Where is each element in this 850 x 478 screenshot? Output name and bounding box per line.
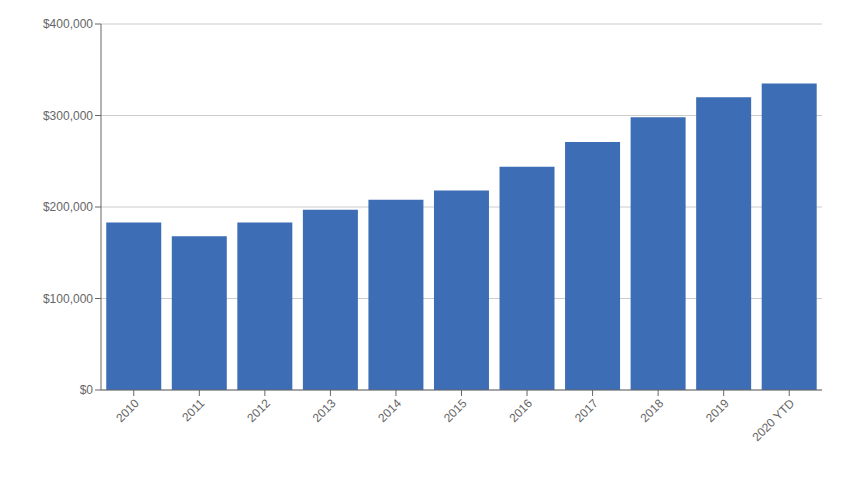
svg-text:$300,000: $300,000 [43,109,93,123]
svg-text:2016: 2016 [506,396,535,425]
svg-text:$100,000: $100,000 [43,292,93,306]
svg-text:2012: 2012 [244,396,273,425]
svg-text:2018: 2018 [638,396,667,425]
svg-text:2015: 2015 [441,396,470,425]
svg-text:2013: 2013 [310,396,339,425]
svg-text:2014: 2014 [375,396,404,425]
svg-text:$400,000: $400,000 [43,17,93,31]
svg-text:$0: $0 [80,383,94,397]
svg-text:2020 YTD: 2020 YTD [749,396,797,444]
svg-text:2017: 2017 [572,396,601,425]
svg-text:$200,000: $200,000 [43,200,93,214]
svg-text:2019: 2019 [703,396,732,425]
svg-text:2010: 2010 [113,396,142,425]
svg-text:2011: 2011 [179,396,207,424]
